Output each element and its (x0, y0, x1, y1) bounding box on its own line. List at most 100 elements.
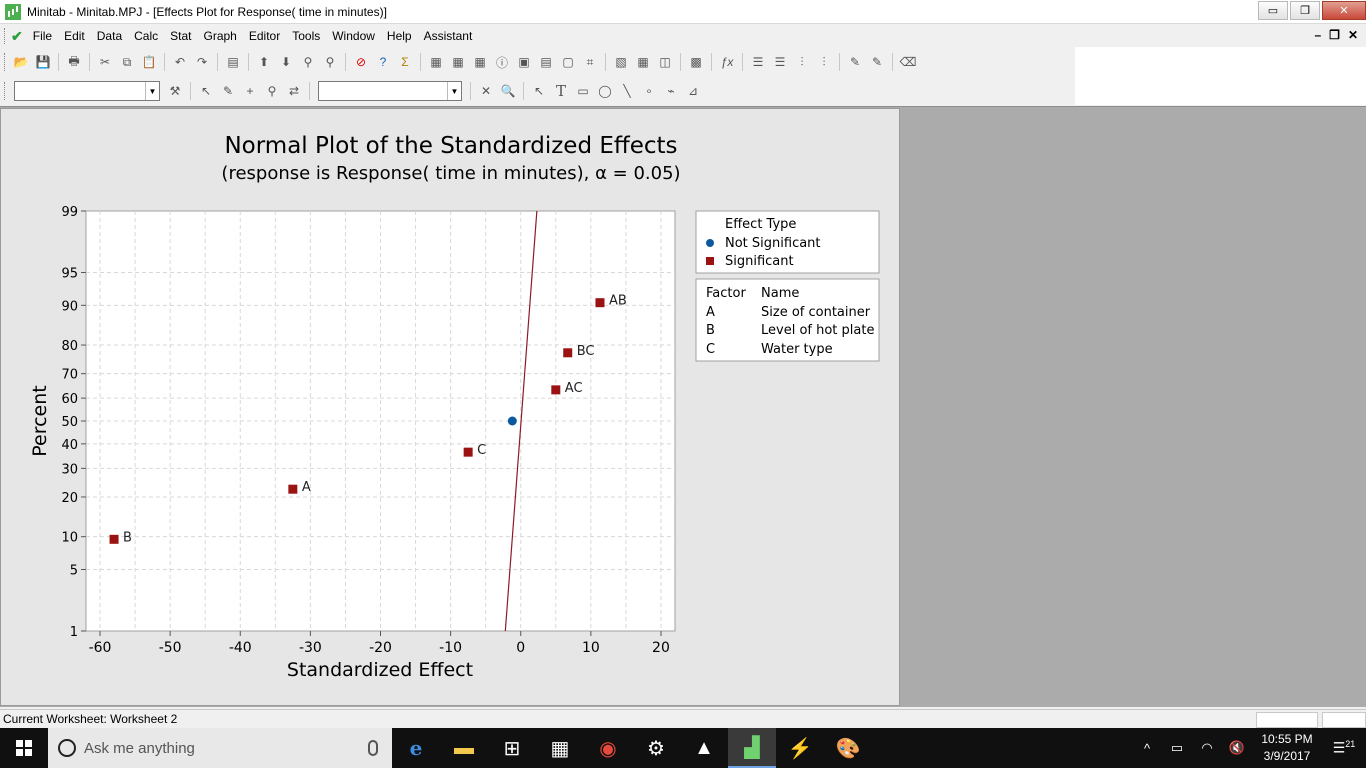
cancel-icon[interactable]: ⊘ (355, 55, 367, 69)
line-tool-icon[interactable]: ╲ (623, 84, 631, 98)
polyline-tool-icon[interactable]: ⌁ (667, 84, 675, 98)
menu-help[interactable]: Help (386, 29, 412, 43)
redo-icon[interactable]: ↷ (196, 55, 208, 69)
open-icon[interactable]: 📂 (13, 55, 29, 69)
history-icon[interactable]: ▣ (518, 55, 530, 69)
insert-rows-icon[interactable]: ☰ (752, 55, 764, 69)
toolbar-grip[interactable] (4, 53, 7, 71)
menu-stat[interactable]: Stat (170, 29, 192, 43)
cut-icon[interactable]: ✂ (99, 55, 111, 69)
pencil-icon[interactable]: ✎ (871, 55, 883, 69)
edge-icon[interactable]: e (409, 736, 423, 760)
stat-guide-icon[interactable]: Σ (401, 55, 409, 69)
worksheet-icon[interactable]: ▦ (452, 55, 464, 69)
graph-folder-icon[interactable]: ▦ (474, 55, 486, 69)
find-icon[interactable]: ⚲ (303, 55, 313, 69)
polygon-tool-icon[interactable]: ⊿ (687, 84, 699, 98)
help-icon[interactable]: ? (379, 55, 387, 69)
pointer-tool-icon[interactable]: ↖ (533, 84, 545, 98)
project-manager-icon[interactable]: ▧ (615, 55, 627, 69)
find-next-icon[interactable]: ⚲ (325, 55, 335, 69)
text-tool-icon[interactable]: T (555, 82, 566, 100)
insert-columns-icon[interactable]: ☰ (774, 55, 786, 69)
menu-tools[interactable]: Tools (292, 29, 321, 43)
delete-icon[interactable]: ✕ (480, 84, 492, 98)
ellipse-tool-icon[interactable]: ◯ (598, 84, 612, 98)
menu-file[interactable]: File (32, 29, 53, 43)
move-columns-icon[interactable]: ⫶ (800, 54, 804, 69)
set-id-icon[interactable]: ⚲ (267, 84, 277, 98)
menu-graph[interactable]: Graph (203, 29, 237, 43)
cortana-search-box[interactable]: Ask me anything (48, 728, 392, 768)
microphone-icon[interactable] (368, 740, 378, 756)
chevron-down-icon[interactable]: ▼ (145, 82, 159, 100)
swap-icon[interactable]: ⇄ (288, 84, 300, 98)
checkmark-icon[interactable]: ✔ (11, 27, 23, 44)
close-all-graphs-icon[interactable]: ▩ (690, 55, 702, 69)
zoom-icon[interactable]: 🔍 (500, 84, 516, 98)
marker-tool-icon[interactable]: ∘ (645, 84, 653, 98)
edit-last-dialog-icon[interactable]: ▤ (227, 55, 239, 69)
battery-icon[interactable]: ▭ (1170, 740, 1184, 755)
clock[interactable]: 10:55 PM 3/9/2017 (1252, 731, 1322, 765)
action-center-icon[interactable]: ☰21 (1332, 739, 1356, 756)
arrow-up-icon[interactable]: ⬆ (258, 55, 270, 69)
edit-element-icon[interactable]: ⚒ (169, 84, 181, 98)
file-explorer-icon[interactable]: ▬ (454, 736, 474, 759)
acrobat-icon[interactable]: ⚡ (787, 737, 813, 760)
not-significant-legend-label: Not Significant (725, 236, 821, 251)
annotation-select[interactable]: ▼ (318, 81, 462, 101)
menu-data[interactable]: Data (96, 29, 123, 43)
paint-icon[interactable]: 🎨 (835, 737, 861, 760)
arrow-down-icon[interactable]: ⬇ (280, 55, 292, 69)
session-window-icon[interactable]: ▦ (430, 55, 442, 69)
start-button[interactable] (0, 728, 48, 768)
graph-element-select[interactable]: ▼ (14, 81, 160, 101)
show-worksheets-icon[interactable]: ▦ (637, 55, 649, 69)
doc-close-button[interactable]: ✕ (1347, 28, 1358, 42)
crosshairs-icon[interactable]: + (246, 84, 254, 98)
show-hidden-icons-icon[interactable]: ^ (1143, 740, 1151, 756)
doc-minimize-button[interactable]: – (1314, 28, 1322, 42)
info-icon[interactable]: ⓘ (495, 55, 508, 70)
settings-icon[interactable]: ⚙ (647, 737, 665, 760)
minimize-button[interactable]: ▭ (1258, 1, 1288, 20)
formula-icon[interactable]: ƒx (720, 55, 734, 69)
eraser-icon[interactable]: ⌫ (899, 55, 917, 69)
wifi-icon[interactable]: ◠ (1201, 740, 1213, 755)
restore-button[interactable]: ❐ (1290, 1, 1320, 20)
menubar-grip[interactable] (4, 28, 7, 44)
print-icon[interactable]: 🖶 (68, 53, 80, 68)
toolbar-grip[interactable] (4, 82, 7, 100)
calendar-icon[interactable]: ▦ (550, 737, 570, 760)
minitab-taskbar-icon[interactable]: ▟ (728, 728, 776, 768)
paste-icon[interactable]: 📋 (141, 55, 157, 69)
menu-window[interactable]: Window (332, 29, 375, 43)
store-icon[interactable]: ⊞ (503, 737, 521, 760)
layout-icon[interactable]: ⌗ (586, 54, 594, 69)
undo-icon[interactable]: ↶ (174, 55, 186, 69)
photos-icon[interactable]: ▲ (694, 736, 714, 759)
document-window-controls: – ❐ ✕ (1314, 28, 1358, 42)
copy-icon[interactable]: ⧉ (122, 54, 132, 69)
volume-muted-icon[interactable]: 🔇 (1228, 740, 1246, 755)
menu-editor[interactable]: Editor (248, 29, 281, 43)
brush-icon[interactable]: ✎ (849, 55, 861, 69)
report-pad-icon[interactable]: ▤ (540, 55, 552, 69)
chevron-down-icon[interactable]: ▼ (447, 82, 461, 100)
minitab-app-icon (5, 3, 21, 20)
column-properties-icon[interactable]: ⫶ (822, 54, 826, 69)
menu-assistant[interactable]: Assistant (423, 29, 473, 43)
rectangle-tool-icon[interactable]: ▭ (577, 84, 589, 98)
close-button[interactable]: ✕ (1322, 1, 1366, 20)
menu-edit[interactable]: Edit (64, 29, 85, 43)
show-graphs-icon[interactable]: ◫ (659, 55, 671, 69)
brush-tool-icon[interactable]: ✎ (222, 84, 234, 98)
select-arrow-icon[interactable]: ↖ (200, 84, 212, 98)
save-icon[interactable]: 💾 (35, 55, 51, 69)
graph-window[interactable]: Normal Plot of the Standardized Effects … (0, 108, 900, 706)
menu-calc[interactable]: Calc (134, 29, 159, 43)
chrome-icon[interactable]: ◉ (599, 737, 617, 760)
doc-restore-button[interactable]: ❐ (1329, 28, 1340, 42)
new-graph-icon[interactable]: ▢ (562, 55, 574, 69)
